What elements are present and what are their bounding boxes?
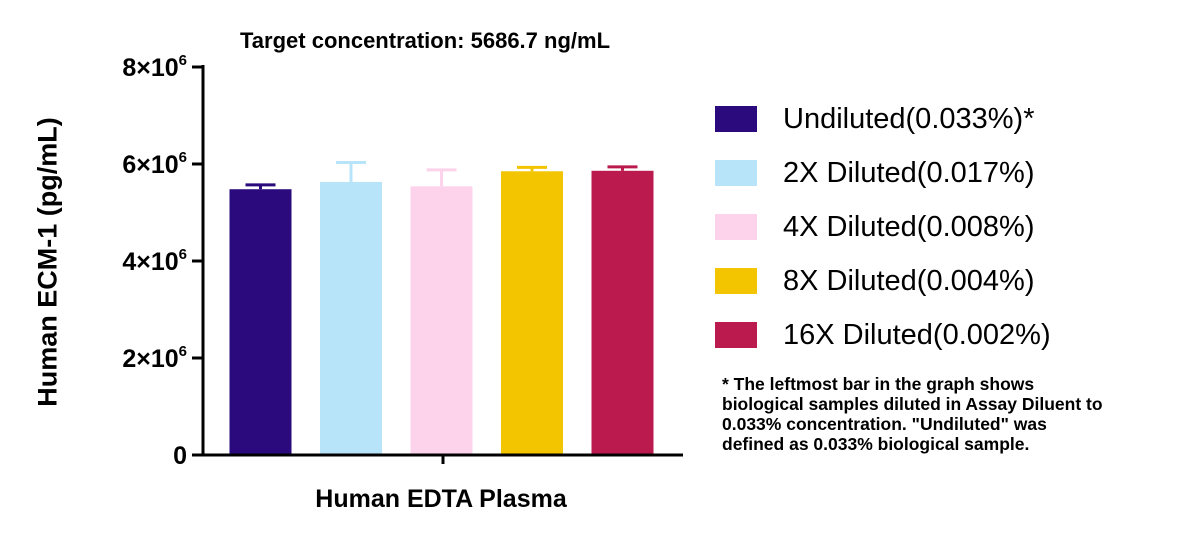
legend-label: 16X Diluted(0.002%) [783, 318, 1051, 351]
legend-item: 4X Diluted(0.008%) [715, 200, 1051, 254]
legend-swatch [715, 106, 757, 132]
legend-label: 4X Diluted(0.008%) [783, 210, 1035, 243]
legend-item: 2X Diluted(0.017%) [715, 146, 1051, 200]
legend-item: Undiluted(0.033%)* [715, 92, 1051, 146]
legend-label: 8X Diluted(0.004%) [783, 264, 1035, 297]
y-tick-label: 2×106 [122, 343, 187, 373]
legend-swatch [715, 268, 757, 294]
bar [320, 181, 382, 455]
bar [229, 189, 292, 455]
y-axis-label: Human ECM-1 (pg/mL) [32, 117, 63, 407]
bars-group [229, 170, 654, 456]
footnote-line: * The leftmost bar in the graph shows [722, 374, 1035, 394]
legend-swatch [715, 322, 757, 348]
footnote-line: defined as 0.033% biological sample. [722, 434, 1030, 454]
footnote-line: biological samples diluted in Assay Dilu… [722, 394, 1103, 414]
footnote-line: 0.033% concentration. "Undiluted" was [722, 414, 1047, 434]
bar [591, 170, 654, 456]
error-bars-group [245, 161, 638, 190]
footnote: * The leftmost bar in the graph shows bi… [722, 374, 1192, 454]
legend-label: 2X Diluted(0.017%) [783, 156, 1035, 189]
y-tick-label: 6×106 [122, 149, 187, 179]
chart-title: Target concentration: 5686.7 ng/mL [240, 28, 611, 53]
y-tick-label: 0 [173, 442, 187, 470]
legend-swatch [715, 160, 757, 186]
legend-swatch [715, 214, 757, 240]
legend-label: Undiluted(0.033%)* [783, 102, 1035, 135]
legend-item: 8X Diluted(0.004%) [715, 254, 1051, 308]
x-axis-label: Human EDTA Plasma [315, 485, 567, 513]
bar [501, 171, 563, 455]
legend: Undiluted(0.033%)* 2X Diluted(0.017%) 4X… [715, 92, 1051, 362]
legend-item: 16X Diluted(0.002%) [715, 308, 1051, 362]
bar [410, 186, 473, 455]
y-tick-label: 8×106 [122, 52, 187, 82]
y-tick-label: 4×106 [122, 246, 187, 276]
axes-group: 0 2×106 4×106 6×106 8×106 [122, 52, 683, 470]
